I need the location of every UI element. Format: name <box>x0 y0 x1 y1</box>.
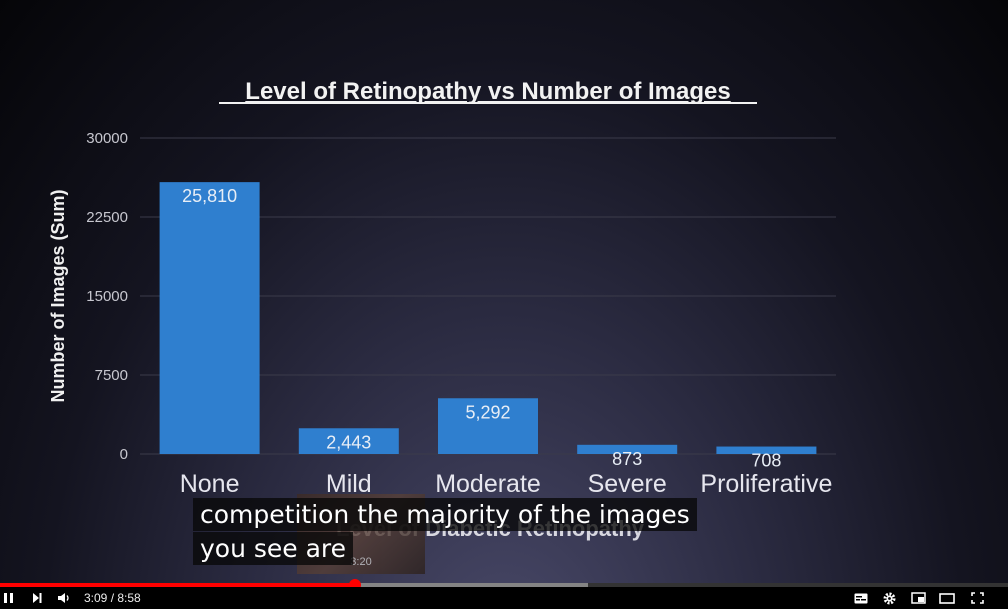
data-label-proliferative: 708 <box>751 451 781 471</box>
y-tick-label: 0 <box>120 446 128 463</box>
data-labels: 25,810 2,443 5,292 873 708 <box>182 186 781 470</box>
miniplayer-icon[interactable] <box>908 587 928 609</box>
y-tick-label: 15000 <box>86 288 128 305</box>
caption-line-1: competition the majority of the images <box>193 498 697 531</box>
data-label-mild: 2,443 <box>326 432 371 452</box>
y-tick-label: 22500 <box>86 209 128 226</box>
video-frame[interactable]: 0 7500 15000 22500 30000 25,810 2,443 5,292 873… <box>0 0 1008 583</box>
category-label-none: None <box>180 470 240 498</box>
settings-icon[interactable] <box>880 587 898 609</box>
theater-mode-icon[interactable] <box>937 587 957 609</box>
player-controls: 3:09 / 8:58 <box>0 587 1008 609</box>
bar-moderate <box>438 398 538 454</box>
time-display: 3:09 / 8:58 <box>84 591 141 605</box>
data-label-none: 25,810 <box>182 186 237 206</box>
category-labels: None Mild Moderate Severe Proliferative <box>180 470 833 498</box>
pause-icon[interactable] <box>0 587 18 609</box>
caption-line-2: you see are <box>193 532 354 565</box>
data-label-moderate: 5,292 <box>465 402 510 422</box>
bar-proliferative <box>716 446 817 454</box>
volume-icon[interactable] <box>55 587 73 609</box>
fullscreen-icon[interactable] <box>967 587 987 609</box>
bar-chart: 0 7500 15000 22500 30000 25,810 2,443 5,292 873… <box>48 78 836 541</box>
bar-mild <box>298 428 399 454</box>
bar-severe <box>577 444 678 454</box>
data-label-severe: 873 <box>612 449 642 469</box>
preview-thumbnail-time: 3:20 <box>350 556 372 568</box>
category-label-moderate: Moderate <box>435 470 541 498</box>
category-label-mild: Mild <box>326 470 372 498</box>
category-label-severe: Severe <box>588 470 667 498</box>
y-tick-label: 30000 <box>86 130 128 147</box>
y-axis-label: Number of Images (Sum) <box>48 189 68 402</box>
progress-played <box>0 583 355 587</box>
subtitles-icon[interactable] <box>852 587 870 609</box>
chart-title: Level of Retinopathy vs Number of Images <box>245 78 730 105</box>
bar-none <box>159 182 260 454</box>
y-tick-label: 7500 <box>95 367 128 384</box>
category-label-proliferative: Proliferative <box>700 470 832 498</box>
next-icon[interactable] <box>28 587 46 609</box>
y-axis-ticks: 0 7500 15000 22500 30000 <box>86 130 128 463</box>
bars <box>159 182 817 454</box>
